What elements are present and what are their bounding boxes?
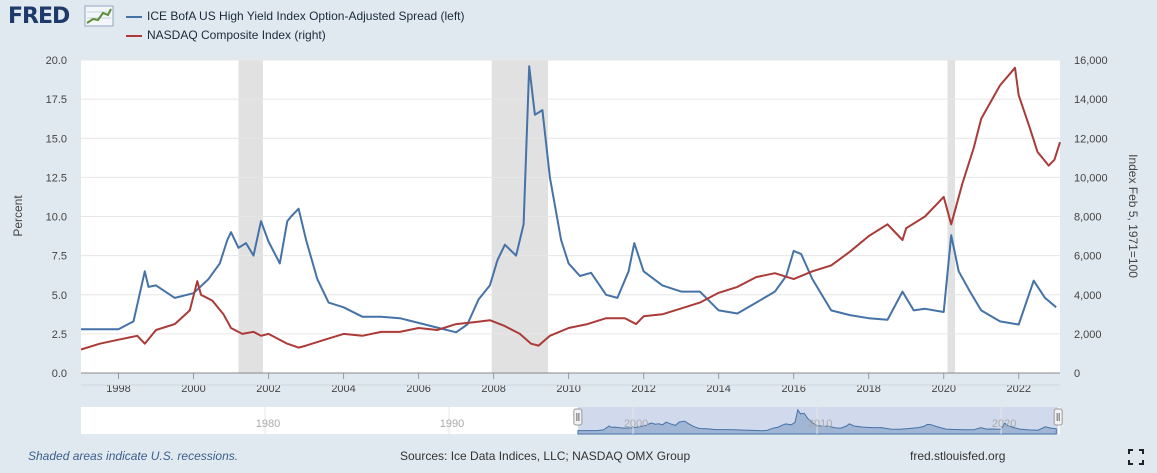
x-tick-label: 2016 <box>781 383 805 395</box>
x-tick-label: 2022 <box>1006 383 1030 395</box>
navigator-selected-range <box>577 407 1059 434</box>
left-tick-label: 0.0 <box>52 368 67 380</box>
x-tick-label: 2010 <box>556 383 580 395</box>
fullscreen-icon[interactable] <box>1128 449 1144 465</box>
right-tick-label: 0 <box>1074 368 1080 380</box>
fred-logo-text: FRED <box>8 4 70 29</box>
x-tick-label: 1998 <box>106 383 130 395</box>
left-tick-label: 12.5 <box>46 172 67 184</box>
x-tick-label: 2008 <box>481 383 505 395</box>
navigator-handle-right[interactable] <box>1053 408 1063 426</box>
left-tick-label: 7.5 <box>52 251 67 263</box>
x-tick-label: 2012 <box>631 383 655 395</box>
left-tick-label: 5.0 <box>52 290 67 302</box>
right-tick-label: 14,000 <box>1074 94 1108 106</box>
navigator-tick-label: 1990 <box>440 418 464 430</box>
right-tick-label: 4,000 <box>1074 290 1102 302</box>
x-tick-label: 2006 <box>406 383 430 395</box>
legend-label-spread[interactable]: ICE BofA US High Yield Index Option-Adju… <box>147 9 465 23</box>
navigator-tick-label: 2020 <box>992 418 1016 430</box>
series-line-nasdaq <box>80 66 1061 351</box>
x-tick-label: 2014 <box>706 383 730 395</box>
left-tick-label: 15.0 <box>46 133 67 145</box>
site-link[interactable]: fred.stlouisfed.org <box>910 449 1006 463</box>
x-tick-label: 2002 <box>256 383 280 395</box>
sources-text: Sources: Ice Data Indices, LLC; NASDAQ O… <box>400 449 691 463</box>
right-tick-label: 2,000 <box>1074 329 1102 341</box>
right-tick-label: 16,000 <box>1074 55 1108 67</box>
left-axis-label: Percent <box>11 195 25 237</box>
series-line-spread <box>81 65 1057 334</box>
x-tick-label: 2000 <box>181 383 205 395</box>
navigator-tick-label: 2000 <box>624 418 648 430</box>
x-tick-label: 2018 <box>856 383 880 395</box>
navigator-tick-label: 2010 <box>808 418 832 430</box>
left-tick-label: 20.0 <box>46 55 67 67</box>
navigator-handle-left[interactable] <box>573 408 583 426</box>
right-tick-label: 10,000 <box>1074 172 1108 184</box>
navigator-series-area <box>577 408 1057 435</box>
legend-swatch-spread <box>126 16 142 18</box>
right-tick-label: 12,000 <box>1074 133 1108 145</box>
recession-note: Shaded areas indicate U.S. recessions. <box>28 449 239 463</box>
legend-swatch-nasdaq <box>126 35 142 37</box>
left-tick-label: 2.5 <box>52 329 67 341</box>
right-tick-label: 8,000 <box>1074 212 1102 224</box>
navigator-tick-label: 1980 <box>256 418 280 430</box>
legend-label-nasdaq[interactable]: NASDAQ Composite Index (right) <box>147 28 326 42</box>
x-tick-label: 2004 <box>331 383 355 395</box>
x-tick-label: 2020 <box>931 383 955 395</box>
left-tick-label: 17.5 <box>46 94 67 106</box>
fred-graph-icon <box>84 5 114 27</box>
right-axis-label: Index Feb 5, 1971=100 <box>1126 154 1140 278</box>
left-tick-label: 10.0 <box>46 212 67 224</box>
right-tick-label: 6,000 <box>1074 251 1102 263</box>
